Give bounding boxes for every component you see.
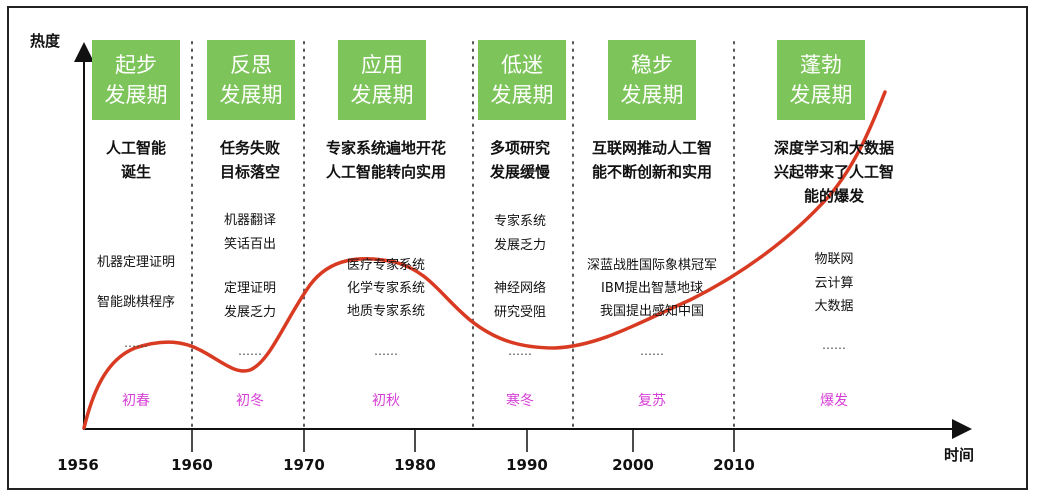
event-item: 地质专家系统 [346,304,425,319]
period-headline: 互联网推动人工智 能不断创新和实用 [591,139,712,181]
phase-box: 稳步 发展期 [608,40,696,120]
event-item: 发展乏力 [493,238,546,253]
ellipsis: …… [508,344,532,358]
event-item: 医疗专家系统 [346,258,425,273]
ellipsis: …… [374,344,398,358]
event-item: 笑话百出 [223,237,276,252]
event-item: 机器定理证明 [96,255,175,270]
event-item: 神经网络 [493,281,546,296]
event-item: 发展乏力 [223,305,276,320]
event-item: 专家系统 [493,214,546,229]
event-item: 定理证明 [223,281,276,296]
phase-box: 蓬勃 发展期 [777,40,865,120]
season-label: 初冬 [236,393,264,409]
period-headline: 深度学习和大数据 兴起带来了人工智 能的爆发 [773,139,894,205]
period-headline: 多项研究 发展缓慢 [489,139,550,181]
period-headline: 任务失败 目标落空 [219,139,280,181]
period-separators [191,41,735,430]
x-tick-label: 1990 [506,456,548,474]
phase-box: 起步 发展期 [92,40,180,120]
event-item: 研究受阻 [493,305,546,320]
event-item: 我国提出感知中国 [599,304,704,319]
diagram-frame [7,6,1028,490]
x-axis-label: 时间 [944,446,975,464]
x-tick-label: 1956 [57,456,99,474]
ellipsis: …… [124,336,148,350]
event-item: 深蓝战胜国际象棋冠军 [586,258,717,273]
x-tick-label: 1980 [394,456,436,474]
ellipsis: …… [640,344,664,358]
heat-curve [82,90,887,430]
event-item: 智能跳棋程序 [96,295,175,310]
season-label: 初秋 [372,393,400,409]
event-item: 大数据 [814,299,854,314]
ellipsis: …… [822,338,846,352]
x-tick-label: 2010 [713,456,755,474]
phase-box: 低迷 发展期 [478,40,566,120]
event-item: 云计算 [814,276,854,291]
event-item: 化学专家系统 [346,281,425,296]
event-item: 机器翻译 [223,213,276,228]
season-label: 爆发 [820,393,848,409]
event-item: 物联网 [814,252,854,267]
x-tick-label: 2000 [612,456,654,474]
phase-box: 反思 发展期 [207,40,295,120]
season-label: 寒冬 [506,393,534,409]
ellipsis: …… [238,344,262,358]
x-tick-label: 1970 [283,456,325,474]
event-item: IBM提出智慧地球 [601,281,703,296]
season-label: 初春 [122,393,150,409]
phase-box: 应用 发展期 [338,40,426,120]
y-axis-label: 热度 [30,32,61,50]
period-headline: 人工智能 诞生 [105,139,166,181]
period-headline: 专家系统遍地开花 人工智能转向实用 [325,139,446,181]
x-tick-label: 1960 [171,456,213,474]
season-label: 复苏 [638,393,666,409]
x-ticks [191,429,735,452]
